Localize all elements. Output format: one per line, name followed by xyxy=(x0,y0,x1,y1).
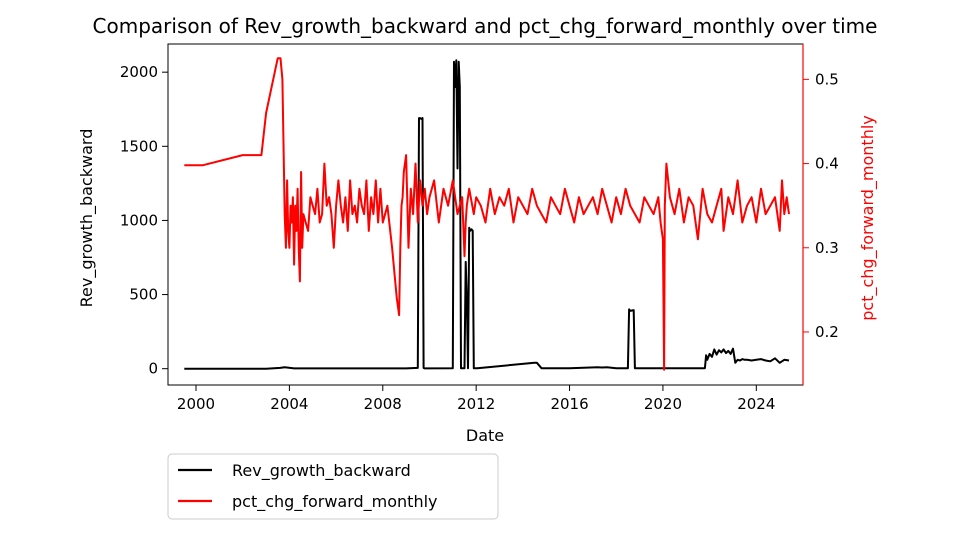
y-right-tick-label: 0.5 xyxy=(815,70,839,88)
y-axis-left: 0 500 1000 1500 2000 xyxy=(120,63,168,378)
x-tick-label: 2024 xyxy=(737,395,775,413)
legend: Rev_growth_backward pct_chg_forward_mont… xyxy=(167,453,499,520)
x-tick-label: 2020 xyxy=(644,395,682,413)
y-axis-right: 0.2 0.3 0.4 0.5 xyxy=(803,70,839,341)
x-tick-label: 2008 xyxy=(364,395,402,413)
y-left-tick-label: 1500 xyxy=(120,137,158,155)
y-left-tick-label: 2000 xyxy=(120,63,158,81)
y-left-tick-label: 0 xyxy=(148,360,158,378)
x-axis: 2000 2004 2008 2012 2016 2020 2024 xyxy=(177,385,775,413)
legend-box xyxy=(167,453,499,520)
x-tick-label: 2000 xyxy=(177,395,215,413)
x-tick-label: 2012 xyxy=(457,395,495,413)
y-right-tick-label: 0.3 xyxy=(815,239,839,257)
y-right-tick-label: 0.2 xyxy=(815,323,839,341)
x-tick-label: 2004 xyxy=(270,395,308,413)
x-axis-title: Date xyxy=(466,426,504,445)
y-axis-right-title: pct_chg_forward_monthly xyxy=(858,115,878,321)
y-left-tick-label: 1000 xyxy=(120,211,158,229)
series-layer xyxy=(184,57,790,371)
y-axis-left-title: Rev_growth_backward xyxy=(77,129,97,308)
legend-label-pct-chg: pct_chg_forward_monthly xyxy=(232,492,438,512)
chart-title: Comparison of Rev_growth_backward and pc… xyxy=(93,14,878,38)
y-left-tick-label: 500 xyxy=(129,286,158,304)
x-tick-label: 2016 xyxy=(550,395,588,413)
y-right-tick-label: 0.4 xyxy=(815,155,839,173)
legend-label-rev-growth: Rev_growth_backward xyxy=(232,461,411,481)
series-line-rev-growth-backward xyxy=(184,59,790,370)
series-line-pct-chg-forward-monthly xyxy=(184,57,790,371)
